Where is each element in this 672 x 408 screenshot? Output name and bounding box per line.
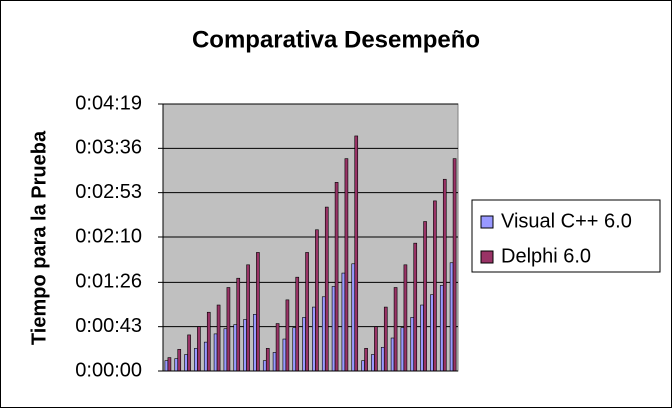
- bar: [413, 242, 418, 372]
- bar: [423, 221, 427, 372]
- bar: [403, 264, 408, 372]
- bar: [364, 348, 368, 372]
- bar: [295, 276, 300, 372]
- bar: [374, 326, 378, 372]
- bar: [272, 352, 277, 372]
- chart-title: Comparativa Desempeño: [192, 26, 480, 53]
- y-tick-label: 0:01:26: [75, 271, 142, 293]
- bar: [452, 158, 457, 372]
- bar: [380, 346, 385, 372]
- bar: [213, 333, 218, 372]
- bar: [439, 285, 444, 372]
- bar: [351, 263, 356, 372]
- bar: [226, 287, 231, 372]
- bar: [167, 357, 172, 372]
- legend-label: Delphi 6.0: [501, 245, 591, 267]
- bar: [184, 354, 188, 372]
- bar: [354, 135, 359, 372]
- bar: [302, 317, 306, 372]
- legend-label: Visual C++ 6.0: [501, 210, 632, 232]
- bar: [246, 264, 250, 372]
- bar: [305, 252, 309, 372]
- bar: [233, 324, 238, 372]
- y-tick-label: 0:00:00: [75, 359, 142, 381]
- bar: [393, 287, 398, 372]
- bar: [433, 200, 437, 372]
- bar: [216, 304, 221, 372]
- bar: [324, 206, 329, 372]
- y-axis-label: Tiempo para la Prueba: [28, 130, 50, 345]
- bar: [321, 296, 326, 372]
- bar: [371, 354, 375, 372]
- bar: [262, 360, 267, 372]
- legend: [471, 199, 661, 273]
- bar: [236, 277, 241, 372]
- bar: [282, 338, 287, 372]
- y-tick-label: 0:04:19: [75, 92, 142, 114]
- bar: [315, 229, 319, 372]
- bar: [164, 360, 169, 372]
- bar: [285, 299, 290, 372]
- bar: [334, 182, 339, 372]
- y-tick-label: 0:02:53: [75, 181, 142, 203]
- bar: [442, 178, 447, 372]
- bar: [344, 158, 349, 372]
- bar: [243, 319, 247, 372]
- bar: [430, 294, 434, 372]
- bar: [410, 317, 415, 372]
- legend-swatch: [480, 250, 494, 264]
- bar: [312, 306, 316, 372]
- bar: [292, 327, 297, 372]
- legend-swatch: [480, 215, 494, 229]
- bar: [400, 327, 405, 372]
- bar: [361, 360, 365, 372]
- bar: [420, 304, 424, 372]
- bar: [390, 337, 395, 372]
- bar: [256, 252, 260, 372]
- bar: [265, 348, 270, 372]
- bar: [197, 326, 201, 372]
- bar: [331, 286, 336, 372]
- bar: [341, 272, 346, 372]
- y-tick-label: 0:00:43: [75, 315, 142, 337]
- y-tick-label: 0:03:36: [75, 137, 142, 159]
- bar: [206, 311, 211, 372]
- bar: [449, 262, 454, 372]
- bar: [187, 334, 191, 372]
- bar: [223, 328, 228, 372]
- bar: [194, 348, 198, 372]
- bar: [253, 314, 257, 372]
- bar: [177, 349, 182, 372]
- bar: [174, 358, 179, 372]
- bar: [275, 323, 280, 372]
- bar: [383, 306, 388, 372]
- bar: [203, 341, 208, 372]
- y-tick-label: 0:02:10: [75, 225, 142, 247]
